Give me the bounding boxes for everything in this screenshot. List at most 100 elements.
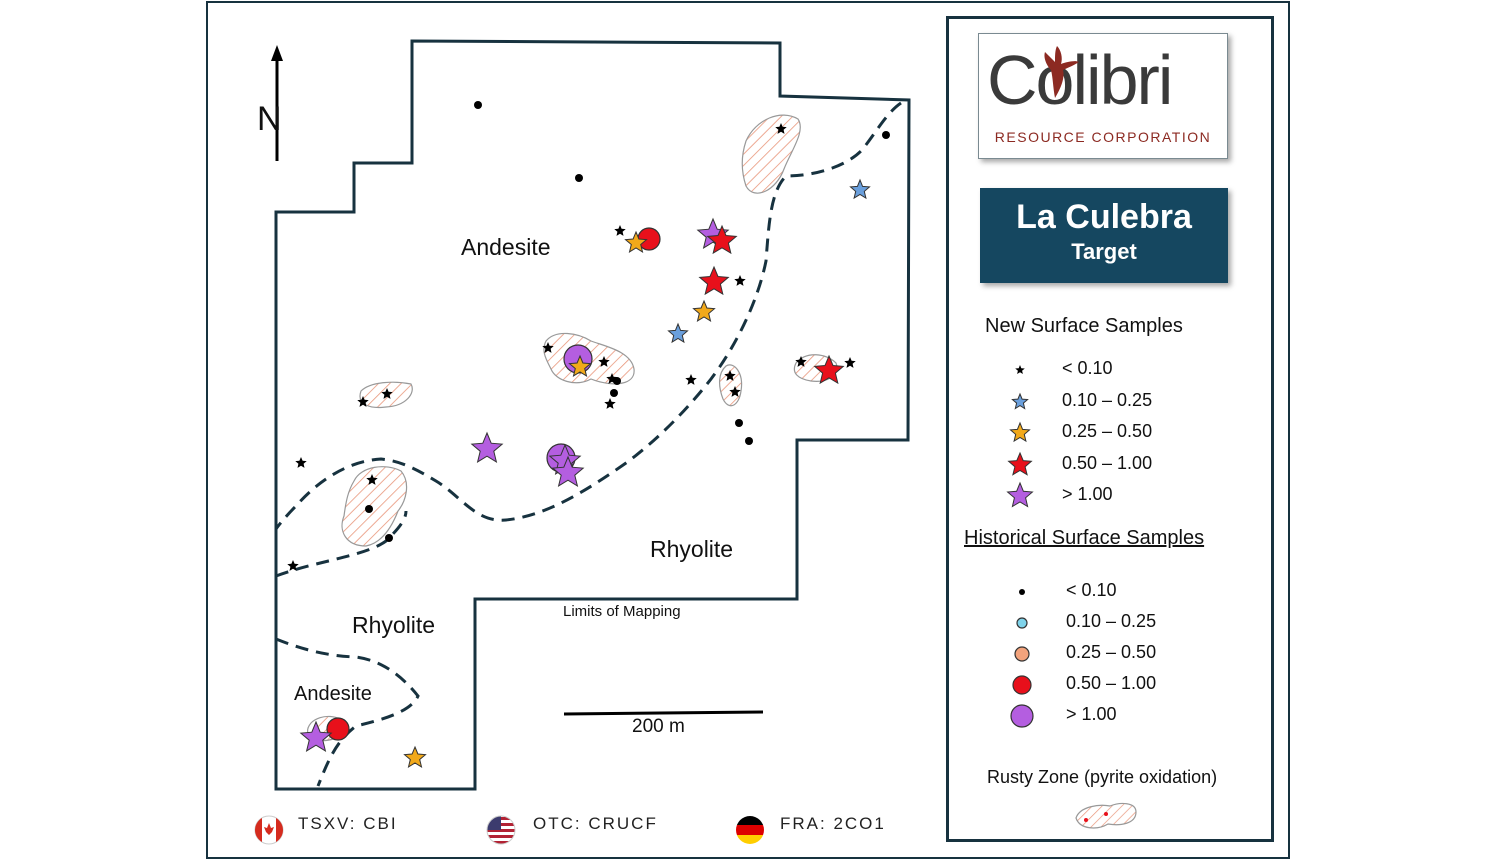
legend-item: 0.10 – 0.25 (1000, 608, 1240, 638)
legend-item-label: < 0.10 (1066, 580, 1117, 600)
rusty-zone (341, 466, 408, 547)
target-title-box: La Culebra Target (980, 188, 1228, 283)
limits-of-mapping-label: Limits of Mapping (563, 603, 681, 620)
new-samples (287, 123, 871, 768)
circle-salmon-icon (1014, 646, 1030, 662)
new-sample-marker (366, 474, 378, 485)
north-arrow (271, 45, 283, 161)
hummingbird-icon (1044, 46, 1079, 98)
legend-item-label: 0.50 – 1.00 (1066, 673, 1157, 693)
germany-flag-icon (736, 816, 764, 844)
circle-black-icon (1019, 589, 1025, 595)
star-orange-icon (1009, 421, 1031, 443)
new-sample-marker (692, 299, 716, 322)
contact-line (275, 637, 420, 787)
new-sample-marker (381, 388, 393, 399)
legend-item-label: < 0.10 (1062, 358, 1113, 378)
circle-cyan-icon (1016, 617, 1028, 629)
new-sample-marker (734, 275, 746, 286)
legend-item-label: 0.25 – 0.50 (1066, 642, 1157, 662)
legend-item: 0.25 – 0.50 (1000, 418, 1240, 448)
fra-ticker: FRA: 2CO1 (780, 814, 886, 833)
tsxv-ticker: TSXV: CBI (298, 814, 398, 833)
geologic-contacts (274, 101, 902, 787)
canada-flag-icon (254, 815, 284, 845)
star-black-icon (1015, 365, 1025, 374)
historical-samples-heading: Historical Surface Samples (964, 527, 1205, 549)
new-samples-heading: New Surface Samples (985, 315, 1183, 337)
legend-item: 0.25 – 0.50 (1000, 639, 1240, 669)
historical-sample-marker (365, 505, 373, 513)
historical-sample-marker (610, 389, 618, 397)
new-sample-marker (287, 560, 299, 571)
new-sample-marker (698, 265, 730, 296)
legend-item: 0.50 – 1.00 (1000, 670, 1240, 700)
new-sample-marker (299, 720, 333, 752)
new-sample-marker (724, 370, 736, 381)
rusty-zone-swatch (1075, 802, 1137, 829)
legend-item: 0.10 – 0.25 (1000, 387, 1240, 417)
new-sample-marker (706, 224, 738, 255)
star-purple-icon (1006, 481, 1034, 508)
geology-map (271, 39, 911, 791)
star-red-icon (1007, 451, 1033, 476)
legend-item-label: > 1.00 (1066, 704, 1117, 724)
legend-item-label: 0.10 – 0.25 (1062, 389, 1153, 410)
legend-item: > 1.00 (1000, 481, 1240, 511)
new-sample-marker (403, 745, 427, 768)
new-sample-marker (598, 356, 610, 367)
new-sample-marker (667, 322, 689, 344)
new-sample-marker (357, 396, 369, 407)
usa-flag-icon (486, 815, 516, 845)
historical-sample-marker (385, 534, 393, 542)
rhyolite-label: Rhyolite (352, 612, 436, 638)
target-subtitle: Target (1071, 239, 1137, 264)
new-sample-marker (470, 431, 504, 463)
historical-sample-marker (882, 131, 890, 139)
north-label: N (257, 100, 282, 138)
legend-item-label: > 1.00 (1062, 484, 1113, 504)
legend-item-label: 0.25 – 0.50 (1062, 421, 1153, 441)
mapping-boundary (274, 39, 911, 791)
legend-item-label: 0.10 – 0.25 (1066, 611, 1157, 631)
rusty-zone-label: Rusty Zone (pyrite oxidation) (987, 767, 1218, 787)
new-sample-marker (795, 356, 807, 367)
circle-purple-icon (1010, 704, 1034, 728)
otc-ticker: OTC: CRUCF (533, 814, 658, 833)
new-sample-marker (849, 178, 871, 200)
contact-line (275, 510, 408, 578)
legend-item: 0.50 – 1.00 (1000, 450, 1240, 480)
star-blue-icon (1011, 392, 1029, 410)
new-sample-marker (614, 225, 626, 236)
legend-item: < 0.10 (1000, 355, 1240, 385)
logo-subtitle: RESOURCE CORPORATION (994, 129, 1212, 145)
historical-sample-marker (735, 419, 743, 427)
new-sample-marker (606, 373, 618, 384)
andesite-label: Andesite (461, 234, 551, 260)
new-sample-marker (551, 455, 585, 487)
company-logo: Colibri RESOURCE CORPORATION (978, 33, 1228, 159)
scale-label: 200 m (632, 716, 685, 737)
logo-wordmark: Colibri (987, 41, 1173, 119)
historical-sample-marker (326, 717, 350, 741)
rusty-zones (307, 114, 838, 742)
new-sample-marker (729, 386, 741, 397)
new-sample-marker (813, 354, 845, 385)
new-sample-marker (295, 457, 307, 468)
circle-red-icon (1012, 675, 1032, 695)
historical-sample-marker (745, 437, 753, 445)
new-sample-marker (844, 357, 856, 368)
new-sample-marker (604, 398, 616, 409)
historical-sample-marker (474, 101, 482, 109)
legend-item-label: 0.50 – 1.00 (1062, 452, 1153, 473)
andesite-label: Andesite (294, 683, 372, 705)
scale-bar (563, 710, 764, 716)
rusty-zone (719, 364, 743, 407)
rusty-zone (741, 114, 801, 194)
new-sample-marker (624, 230, 648, 253)
legend-item: < 0.10 (1000, 577, 1240, 607)
historical-sample-marker (575, 174, 583, 182)
rhyolite-label: Rhyolite (650, 536, 734, 562)
new-sample-marker (685, 374, 697, 385)
target-title: La Culebra (1016, 198, 1192, 236)
